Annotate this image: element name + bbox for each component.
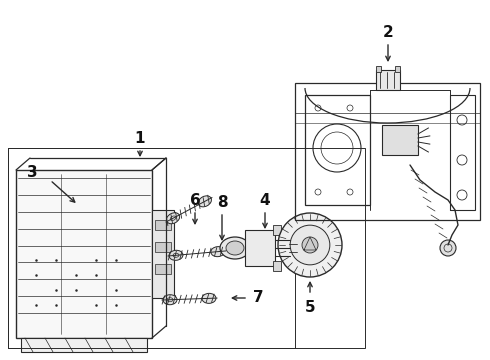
Bar bbox=[273, 261, 281, 271]
Bar bbox=[305, 95, 370, 205]
Text: 5: 5 bbox=[305, 301, 315, 315]
Ellipse shape bbox=[202, 293, 216, 303]
Bar bbox=[395, 66, 400, 72]
Ellipse shape bbox=[285, 238, 301, 258]
Text: 1: 1 bbox=[135, 131, 145, 145]
Bar bbox=[155, 264, 171, 274]
Ellipse shape bbox=[220, 237, 250, 259]
Bar bbox=[21, 338, 147, 352]
Bar bbox=[273, 225, 281, 235]
Text: 3: 3 bbox=[26, 165, 37, 180]
Text: 8: 8 bbox=[217, 194, 227, 210]
Bar bbox=[376, 70, 400, 90]
Circle shape bbox=[302, 237, 318, 253]
Bar bbox=[382, 125, 418, 155]
Bar bbox=[155, 242, 171, 252]
Circle shape bbox=[290, 225, 330, 265]
Ellipse shape bbox=[163, 295, 177, 305]
Ellipse shape bbox=[167, 213, 180, 224]
Ellipse shape bbox=[211, 247, 225, 257]
Bar bbox=[376, 66, 381, 72]
Text: 4: 4 bbox=[260, 193, 270, 207]
Bar bbox=[16, 170, 152, 338]
Bar bbox=[245, 230, 275, 266]
Text: 6: 6 bbox=[190, 193, 200, 207]
Bar bbox=[152, 210, 174, 298]
Text: 2: 2 bbox=[383, 24, 393, 40]
Ellipse shape bbox=[226, 241, 244, 255]
Ellipse shape bbox=[169, 250, 183, 260]
Bar bbox=[8, 148, 365, 348]
Bar bbox=[155, 220, 171, 230]
Circle shape bbox=[278, 213, 342, 277]
Circle shape bbox=[440, 240, 456, 256]
Bar bbox=[295, 83, 480, 220]
Bar bbox=[8, 148, 295, 348]
Text: 7: 7 bbox=[253, 291, 263, 306]
Bar bbox=[450, 95, 475, 210]
Ellipse shape bbox=[198, 196, 212, 207]
